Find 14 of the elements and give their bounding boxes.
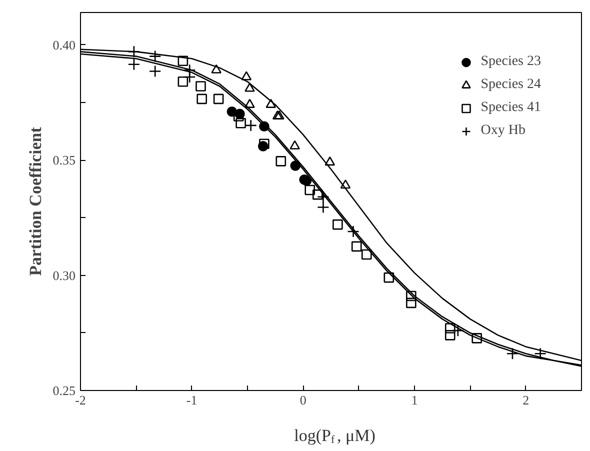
y-tick-label: 0.30 [52, 268, 76, 283]
legend-label: Species 24 [480, 77, 541, 93]
x-tick-label: 2 [522, 392, 530, 408]
legend-label: Species 41 [480, 100, 541, 116]
y-axis-title: Partition Coefficient [26, 126, 45, 276]
x-tick-label: -2 [75, 392, 86, 408]
y-tick-label: 0.35 [52, 152, 76, 168]
x-tick-label: 0 [300, 392, 306, 408]
x-tick-label: 1 [411, 392, 418, 408]
legend-label: Species 23 [480, 54, 541, 70]
legend-label: Oxy Hb [480, 123, 526, 139]
x-tick-label: -1 [186, 392, 198, 408]
y-tick-label: 0.40 [52, 37, 76, 52]
text: 0.25 [52, 383, 76, 398]
